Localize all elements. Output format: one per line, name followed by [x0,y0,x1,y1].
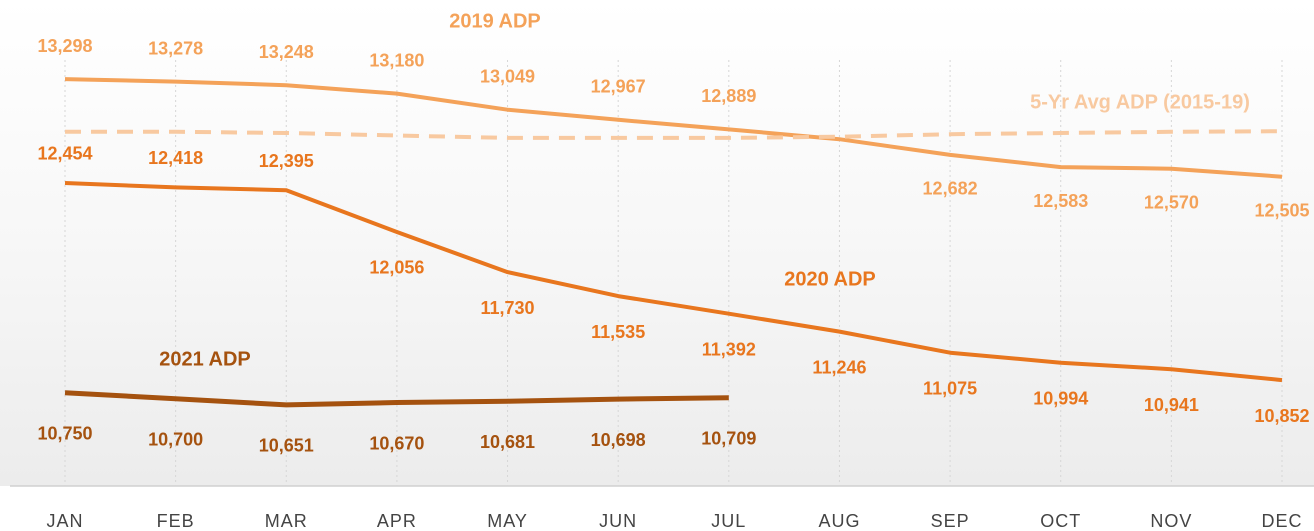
x-tick-label: JAN [46,511,83,531]
data-label: 12,056 [369,258,424,278]
data-label: 10,709 [701,428,756,448]
data-label: 13,278 [148,38,203,58]
data-label: 11,392 [702,339,756,359]
data-label: 10,852 [1254,406,1309,426]
data-label: 12,967 [591,77,646,97]
data-label: 12,583 [1033,191,1088,211]
x-tick-label: NOV [1150,511,1192,531]
series-line [64,77,1283,179]
data-label: 13,180 [369,50,424,70]
data-label: 12,889 [701,86,756,106]
x-tick-label: MAY [487,511,528,531]
data-label: 10,698 [591,430,646,450]
data-label: 10,670 [369,433,424,453]
x-tick-label: OCT [1040,511,1081,531]
x-tick-label: JUN [599,511,637,531]
plot-background [0,0,1314,486]
data-label: 13,049 [480,66,535,86]
data-label: 11,535 [591,322,645,342]
x-tick-label: FEB [157,511,195,531]
data-label: 10,750 [37,423,92,443]
x-tick-label: JUL [711,511,746,531]
x-tick-label: DEC [1261,511,1302,531]
series-line [64,390,729,408]
data-label: 10,681 [480,432,535,452]
x-tick-label: AUG [818,511,860,531]
data-label: 10,700 [148,430,203,450]
data-label: 12,454 [37,144,92,164]
data-label: 13,298 [37,36,92,56]
data-label: 12,505 [1254,200,1309,220]
data-label: 13,248 [259,42,314,62]
x-tick-label: APR [377,511,417,531]
series-name: 5-Yr Avg ADP (2015-19) [1030,91,1250,113]
data-label: 10,994 [1033,388,1088,408]
series-name: 2019 ADP [449,10,541,32]
series-line [65,129,1283,140]
data-label: 12,395 [259,151,314,171]
data-label: 12,570 [1144,192,1199,212]
data-label: 12,418 [148,148,203,168]
series-line [64,181,1283,383]
data-label: 12,682 [923,179,978,199]
x-tick-label: SEP [931,511,970,531]
series-name: 2021 ADP [159,348,251,370]
data-label: 11,246 [812,357,866,377]
data-label: 10,651 [259,436,314,456]
x-tick-label: MAR [265,511,308,531]
data-label: 10,941 [1144,395,1199,415]
series-name: 2020 ADP [784,268,876,290]
data-label: 11,075 [923,378,977,398]
data-label: 11,730 [481,298,535,318]
